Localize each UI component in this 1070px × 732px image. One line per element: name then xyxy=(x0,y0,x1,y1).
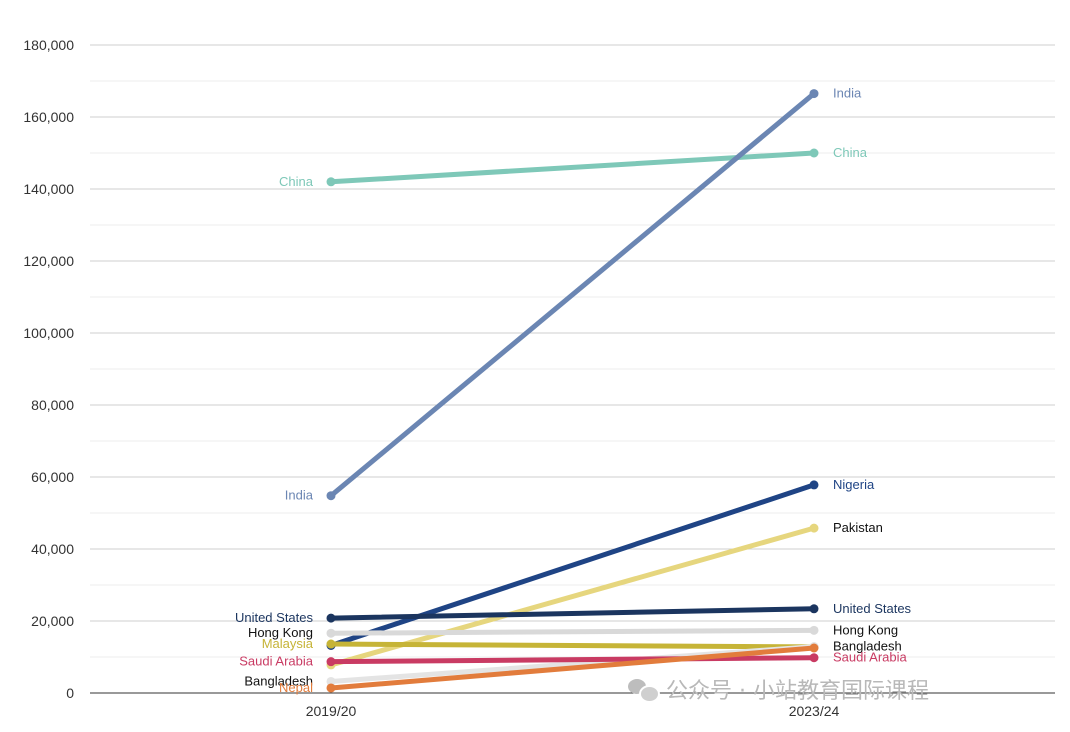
watermark: 公众号 · 小站教育国际课程 xyxy=(628,672,929,706)
y-tick-label: 20,000 xyxy=(31,613,74,629)
data-point xyxy=(809,643,819,653)
y-tick-label: 100,000 xyxy=(23,325,74,341)
data-point xyxy=(809,480,819,490)
series-label: United States xyxy=(833,601,912,616)
series-line xyxy=(328,641,817,650)
data-point xyxy=(326,628,336,638)
series-label: Hong Kong xyxy=(833,622,898,637)
data-point xyxy=(326,177,336,187)
series-line xyxy=(328,606,817,621)
series-label: China xyxy=(833,145,868,160)
series-saudi-arabia xyxy=(326,653,819,667)
data-point xyxy=(326,639,336,649)
series-label: India xyxy=(285,488,314,503)
series-label: United States xyxy=(235,610,314,625)
series-label: Bangladesh xyxy=(833,639,902,654)
y-tick-label: 40,000 xyxy=(31,541,74,557)
data-point xyxy=(809,89,819,99)
y-tick-label: 60,000 xyxy=(31,469,74,485)
x-axis: 2019/20 2023/24 xyxy=(90,692,1055,719)
y-tick-label: 80,000 xyxy=(31,397,74,413)
series-lines xyxy=(326,89,819,693)
series-hong-kong xyxy=(326,625,819,638)
series-label: India xyxy=(833,86,862,101)
y-tick-label: 0 xyxy=(66,685,74,701)
series-label: Saudi Arabia xyxy=(833,650,907,665)
data-point xyxy=(809,653,819,663)
series-line xyxy=(328,627,817,636)
series-label: China xyxy=(279,174,314,189)
data-point xyxy=(809,625,819,635)
data-point xyxy=(809,604,819,614)
data-point xyxy=(326,491,336,501)
y-tick-label: 160,000 xyxy=(23,109,74,125)
series-label: Nigeria xyxy=(833,477,875,492)
y-tick-label: 120,000 xyxy=(23,253,74,269)
series-india xyxy=(326,89,819,501)
series-label: Hong Kong xyxy=(248,625,313,640)
y-tick-label: 140,000 xyxy=(23,181,74,197)
series-label: Saudi Arabia xyxy=(239,654,313,669)
gridlines xyxy=(90,44,1055,658)
wechat-icon xyxy=(628,677,660,703)
series-label: Pakistan xyxy=(833,520,883,535)
x-tick-label: 2019/20 xyxy=(306,703,357,719)
series-nigeria xyxy=(326,480,819,650)
series-line xyxy=(328,150,817,185)
series-line xyxy=(328,655,817,665)
y-tick-label: 180,000 xyxy=(23,37,74,53)
x-tick-label: 2023/24 xyxy=(789,703,840,719)
series-nepal xyxy=(326,643,819,693)
data-point xyxy=(326,676,336,686)
data-point xyxy=(326,683,336,693)
series-label: Malaysia xyxy=(262,636,314,651)
series-united-states xyxy=(326,604,819,623)
watermark-text: 公众号 · 小站教育国际课程 xyxy=(666,679,929,704)
series-line xyxy=(328,645,817,691)
series-line xyxy=(328,91,817,499)
data-point xyxy=(326,613,336,623)
data-point xyxy=(809,148,819,158)
data-point xyxy=(809,523,819,533)
series-labels: China China India India Nigeria Pakistan Unite… xyxy=(235,86,912,695)
data-point xyxy=(326,657,336,667)
y-axis-ticks: 0 20,000 40,000 60,000 80,000 100,000 120,000 1… xyxy=(23,37,74,701)
series-label: Nepal xyxy=(279,680,313,695)
series-label: Bangladesh xyxy=(244,673,313,688)
